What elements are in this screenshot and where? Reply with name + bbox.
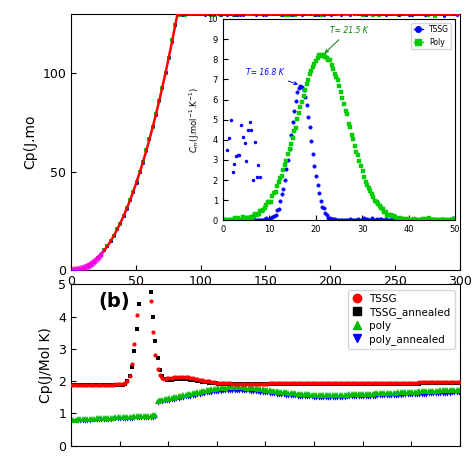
Y-axis label: $C_m$(J.mol$^{-1}$.K$^{-1}$): $C_m$(J.mol$^{-1}$.K$^{-1}$) [187,87,202,153]
X-axis label: Temperature (K): Temperature (K) [195,293,336,309]
Text: (b): (b) [98,292,130,311]
Y-axis label: Cp(J/Mol K): Cp(J/Mol K) [39,327,53,403]
Legend: TSSG, Poly: TSSG, Poly [411,23,451,49]
Legend: TSSG, TSSG_annealed, poly, poly_annealed: TSSG, TSSG_annealed, poly, poly_annealed [348,290,455,349]
Y-axis label: Cp(J.mo: Cp(J.mo [23,115,37,169]
Text: T= 21.5 K: T= 21.5 K [326,26,367,53]
Text: T= 16.8 K: T= 16.8 K [246,68,297,84]
